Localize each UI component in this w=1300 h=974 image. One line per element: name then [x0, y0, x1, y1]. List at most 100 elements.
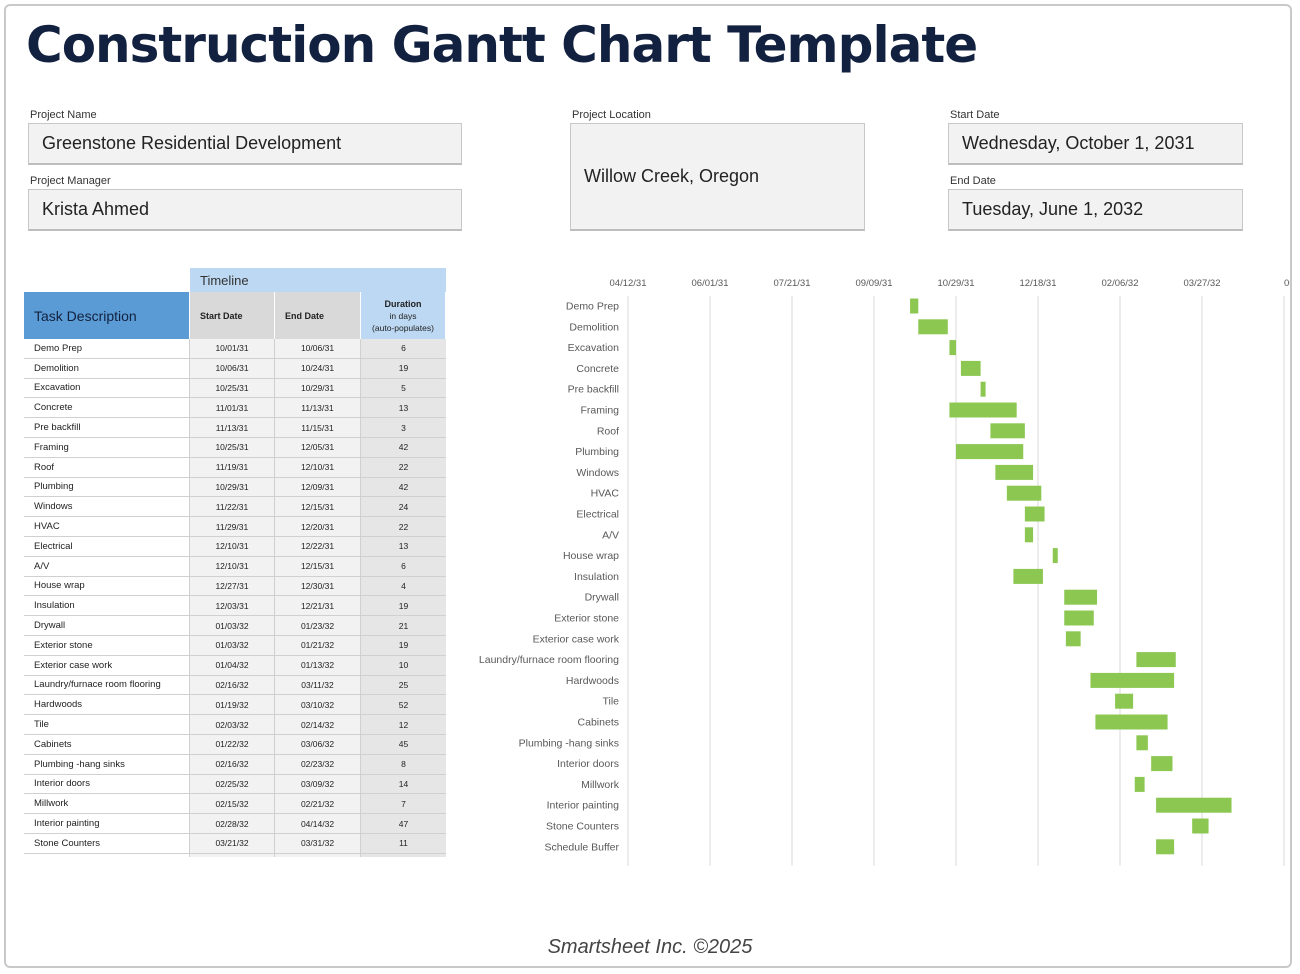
start-date-cell[interactable]: 12/27/31: [190, 576, 275, 596]
table-row[interactable]: Framing 10/25/31 12/05/31 42: [24, 437, 446, 458]
start-date-cell[interactable]: 03/21/32: [190, 833, 275, 853]
table-row[interactable]: Exterior stone 01/03/32 01/21/32 19: [24, 635, 446, 656]
task-cell[interactable]: Plumbing -hang sinks: [24, 754, 190, 774]
end-date-cell[interactable]: 12/15/31: [275, 497, 361, 517]
task-cell[interactable]: Electrical: [24, 536, 190, 556]
duration-cell[interactable]: 12: [361, 715, 446, 734]
duration-cell[interactable]: 52: [361, 695, 446, 715]
table-row[interactable]: House wrap 12/27/31 12/30/31 4: [24, 576, 446, 597]
task-cell[interactable]: Demo Prep: [24, 339, 190, 358]
table-row[interactable]: Windows 11/22/31 12/15/31 24: [24, 497, 446, 518]
task-cell[interactable]: Drywall: [24, 616, 190, 635]
table-row[interactable]: Plumbing -hang sinks 02/16/32 02/23/32 8: [24, 754, 446, 775]
table-row[interactable]: Interior doors 02/25/32 03/09/32 14: [24, 774, 446, 795]
end-date-cell[interactable]: 03/11/32: [275, 675, 361, 695]
duration-cell[interactable]: 19: [361, 596, 446, 616]
start-date-cell[interactable]: 11/13/31: [190, 418, 275, 437]
end-date-cell[interactable]: 12/15/31: [275, 556, 361, 576]
end-date-cell[interactable]: 10/06/31: [275, 339, 361, 358]
end-date-cell[interactable]: 03/09/32: [275, 774, 361, 794]
duration-cell[interactable]: 13: [361, 398, 446, 418]
project-location-field[interactable]: Willow Creek, Oregon: [570, 123, 865, 231]
task-cell[interactable]: Exterior stone: [24, 635, 190, 655]
table-row[interactable]: Cabinets 01/22/32 03/06/32 45: [24, 734, 446, 755]
duration-cell[interactable]: 13: [361, 536, 446, 556]
end-date-cell[interactable]: 01/23/32: [275, 616, 361, 635]
task-cell[interactable]: Cabinets: [24, 734, 190, 754]
table-row[interactable]: Excavation 10/25/31 10/29/31 5: [24, 378, 446, 399]
table-row[interactable]: Demolition 10/06/31 10/24/31 19: [24, 358, 446, 379]
start-date-cell[interactable]: 11/29/31: [190, 517, 275, 536]
end-date-cell[interactable]: 03/06/32: [275, 734, 361, 754]
table-row[interactable]: Drywall 01/03/32 01/23/32 21: [24, 616, 446, 636]
task-cell[interactable]: Roof: [24, 457, 190, 477]
task-cell[interactable]: Stone Counters: [24, 833, 190, 853]
end-date-cell[interactable]: 01/21/32: [275, 635, 361, 655]
start-date-cell[interactable]: 10/25/31: [190, 437, 275, 457]
task-cell[interactable]: HVAC: [24, 517, 190, 536]
table-row[interactable]: Plumbing 10/29/31 12/09/31 42: [24, 477, 446, 498]
duration-cell[interactable]: 14: [361, 774, 446, 794]
start-date-cell[interactable]: 01/19/32: [190, 695, 275, 715]
end-date-cell[interactable]: 01/13/32: [275, 655, 361, 675]
duration-cell[interactable]: 47: [361, 814, 446, 833]
table-row[interactable]: Pre backfill 11/13/31 11/15/31 3: [24, 418, 446, 438]
table-row[interactable]: Demo Prep 10/01/31 10/06/31 6: [24, 339, 446, 359]
duration-cell[interactable]: 4: [361, 576, 446, 596]
start-date-field[interactable]: Wednesday, October 1, 2031: [948, 123, 1243, 165]
task-cell[interactable]: Concrete: [24, 398, 190, 418]
table-row[interactable]: Tile 02/03/32 02/14/32 12: [24, 715, 446, 735]
start-date-cell[interactable]: 01/04/32: [190, 655, 275, 675]
duration-cell[interactable]: 3: [361, 418, 446, 437]
start-date-cell[interactable]: 11/01/31: [190, 398, 275, 418]
duration-cell[interactable]: 25: [361, 675, 446, 695]
end-date-cell[interactable]: 02/23/32: [275, 754, 361, 774]
table-row[interactable]: Hardwoods 01/19/32 03/10/32 52: [24, 695, 446, 716]
task-cell[interactable]: Demolition: [24, 358, 190, 378]
start-date-cell[interactable]: 02/15/32: [190, 794, 275, 814]
table-row[interactable]: Electrical 12/10/31 12/22/31 13: [24, 536, 446, 557]
start-date-cell[interactable]: 12/10/31: [190, 536, 275, 556]
end-date-cell[interactable]: 10/29/31: [275, 378, 361, 398]
end-date-cell[interactable]: 11/13/31: [275, 398, 361, 418]
start-date-cell[interactable]: 02/16/32: [190, 754, 275, 774]
start-date-cell[interactable]: 01/03/32: [190, 635, 275, 655]
task-cell[interactable]: Insulation: [24, 596, 190, 616]
task-cell[interactable]: Hardwoods: [24, 695, 190, 715]
table-row[interactable]: Laundry/furnace room flooring 02/16/32 03/…: [24, 675, 446, 696]
start-date-cell[interactable]: 10/25/31: [190, 378, 275, 398]
end-date-cell[interactable]: 03/31/32: [275, 833, 361, 853]
task-cell[interactable]: Millwork: [24, 794, 190, 814]
table-row[interactable]: Exterior case work 01/04/32 01/13/32 10: [24, 655, 446, 676]
start-date-cell[interactable]: 12/10/31: [190, 556, 275, 576]
end-date-cell[interactable]: 02/21/32: [275, 794, 361, 814]
start-date-cell[interactable]: 02/03/32: [190, 715, 275, 734]
start-date-cell[interactable]: 11/22/31: [190, 497, 275, 517]
duration-cell[interactable]: 5: [361, 378, 446, 398]
start-date-cell[interactable]: 10/01/31: [190, 339, 275, 358]
task-cell[interactable]: A/V: [24, 556, 190, 576]
start-date-cell[interactable]: 02/16/32: [190, 675, 275, 695]
start-date-cell[interactable]: 01/03/32: [190, 616, 275, 635]
end-date-cell[interactable]: 12/09/31: [275, 477, 361, 497]
duration-cell[interactable]: 22: [361, 517, 446, 536]
task-cell[interactable]: Pre backfill: [24, 418, 190, 437]
task-cell[interactable]: Exterior case work: [24, 655, 190, 675]
task-cell[interactable]: Laundry/furnace room flooring: [24, 675, 190, 695]
task-cell[interactable]: Plumbing: [24, 477, 190, 497]
start-date-cell[interactable]: 10/06/31: [190, 358, 275, 378]
end-date-cell[interactable]: 12/21/31: [275, 596, 361, 616]
duration-cell[interactable]: 19: [361, 358, 446, 378]
end-date-cell[interactable]: 12/30/31: [275, 576, 361, 596]
table-row[interactable]: HVAC 11/29/31 12/20/31 22: [24, 517, 446, 537]
end-date-field[interactable]: Tuesday, June 1, 2032: [948, 189, 1243, 231]
duration-cell[interactable]: 11: [361, 833, 446, 853]
start-date-cell[interactable]: 11/19/31: [190, 457, 275, 477]
table-row[interactable]: Insulation 12/03/31 12/21/31 19: [24, 596, 446, 617]
start-date-cell[interactable]: 12/03/31: [190, 596, 275, 616]
end-date-cell[interactable]: 03/10/32: [275, 695, 361, 715]
task-cell[interactable]: Windows: [24, 497, 190, 517]
duration-cell[interactable]: 6: [361, 339, 446, 358]
start-date-cell[interactable]: 10/29/31: [190, 477, 275, 497]
duration-cell[interactable]: 22: [361, 457, 446, 477]
